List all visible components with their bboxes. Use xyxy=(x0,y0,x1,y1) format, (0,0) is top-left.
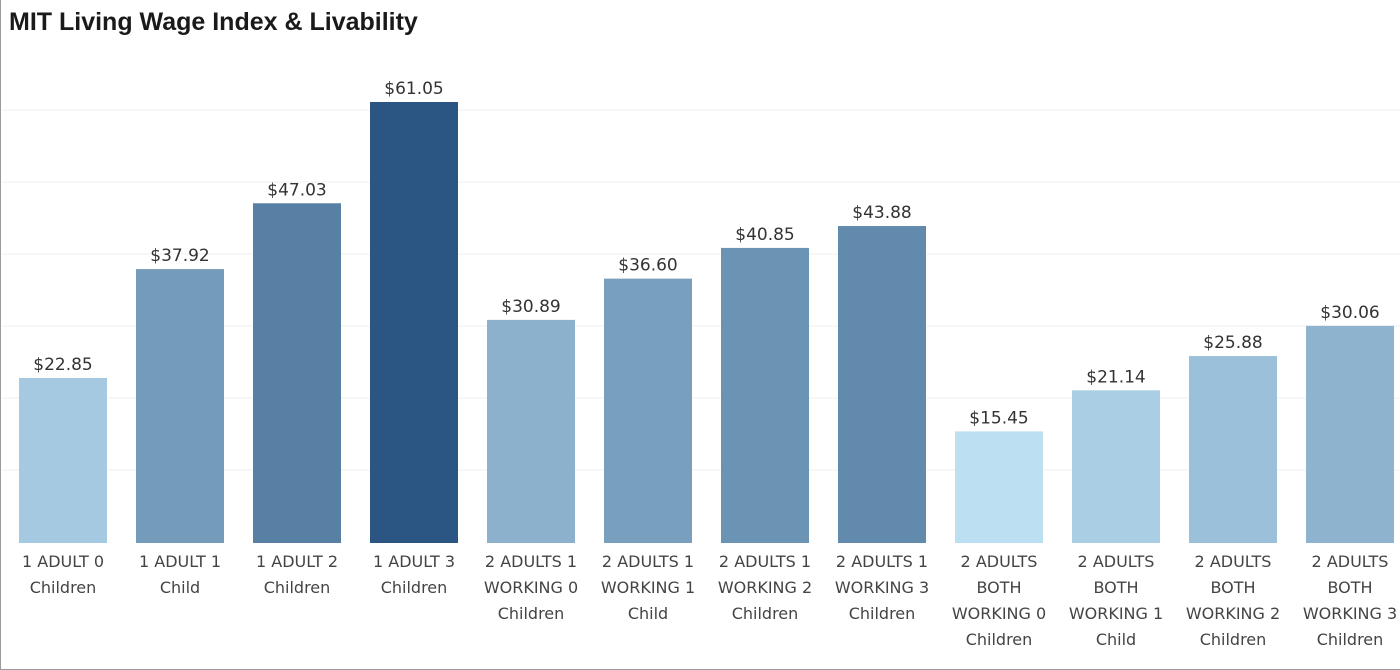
category-label-line: 2 ADULTS 1 xyxy=(836,552,928,571)
category-labels: 1 ADULT 0 Children 1 ADULT 1 Child 1 ADULT 2… xyxy=(22,552,1397,649)
category-label-line: 1 ADULT 1 xyxy=(139,552,221,571)
category-label-line: Children xyxy=(498,604,565,623)
value-label-3: $61.05 xyxy=(384,79,443,99)
category-label-line: 2 ADULTS 1 xyxy=(485,552,577,571)
category-label-line: Children xyxy=(381,578,448,597)
category-label-line: BOTH xyxy=(976,578,1021,597)
chart-title: MIT Living Wage Index & Livability xyxy=(9,8,418,36)
bar-4[interactable] xyxy=(487,319,575,543)
category-label-5: 2 ADULTS 1 WORKING 1 Child xyxy=(601,552,695,623)
category-label-line: BOTH xyxy=(1210,578,1255,597)
category-label-line: BOTH xyxy=(1093,578,1138,597)
category-label-line: WORKING 1 xyxy=(601,578,695,597)
value-label-7: $43.88 xyxy=(852,203,911,223)
category-label-6: 2 ADULTS 1 WORKING 2 Children xyxy=(718,552,812,623)
category-label-line: 2 ADULTS xyxy=(1312,552,1389,571)
bar-0[interactable] xyxy=(19,377,107,543)
category-label-line: 2 ADULTS xyxy=(961,552,1038,571)
bar-1[interactable] xyxy=(136,269,224,543)
value-label-0: $22.85 xyxy=(33,355,92,375)
category-label-line: Children xyxy=(732,604,799,623)
category-label-line: Children xyxy=(1200,630,1267,649)
category-label-line: WORKING 2 xyxy=(718,578,812,597)
category-label-line: WORKING 0 xyxy=(484,578,578,597)
bar-7[interactable] xyxy=(838,226,926,543)
gridlines xyxy=(2,109,1400,471)
category-label-line: WORKING 2 xyxy=(1186,604,1280,623)
category-label-9: 2 ADULTS BOTH WORKING 1 Child xyxy=(1069,552,1163,649)
category-label-8: 2 ADULTS BOTH WORKING 0 Children xyxy=(952,552,1046,649)
category-label-line: WORKING 0 xyxy=(952,604,1046,623)
value-label-9: $21.14 xyxy=(1086,367,1145,387)
category-label-7: 2 ADULTS 1 WORKING 3 Children xyxy=(835,552,929,623)
category-label-3: 1 ADULT 3 Children xyxy=(373,552,455,597)
category-label-line: Child xyxy=(1096,630,1136,649)
category-label-line: 1 ADULT 0 xyxy=(22,552,104,571)
category-label-line: 1 ADULT 3 xyxy=(373,552,455,571)
value-label-1: $37.92 xyxy=(150,246,209,266)
value-labels: $22.85 $37.92 $47.03 $61.05 $30.89 $36.60 $40.… xyxy=(33,79,1379,428)
category-label-2: 1 ADULT 2 Children xyxy=(256,552,338,597)
category-label-line: Children xyxy=(849,604,916,623)
bar-5[interactable] xyxy=(604,278,692,543)
category-label-line: Child xyxy=(628,604,668,623)
category-label-line: Children xyxy=(264,578,331,597)
value-label-10: $25.88 xyxy=(1203,333,1262,353)
bar-3[interactable] xyxy=(370,102,458,543)
value-label-11: $30.06 xyxy=(1320,303,1379,323)
category-label-11: 2 ADULTS BOTH WORKING 3 Children xyxy=(1303,552,1397,649)
category-label-4: 2 ADULTS 1 WORKING 0 Children xyxy=(484,552,578,623)
bar-9[interactable] xyxy=(1072,390,1160,543)
category-label-line: 2 ADULTS 1 xyxy=(602,552,694,571)
bars xyxy=(19,102,1394,544)
category-label-line: WORKING 3 xyxy=(835,578,929,597)
bar-11[interactable] xyxy=(1306,325,1394,543)
value-label-6: $40.85 xyxy=(735,225,794,245)
category-label-line: 2 ADULTS xyxy=(1195,552,1272,571)
bar-10[interactable] xyxy=(1189,356,1277,543)
value-label-4: $30.89 xyxy=(501,297,560,317)
category-label-line: 1 ADULT 2 xyxy=(256,552,338,571)
category-label-line: WORKING 3 xyxy=(1303,604,1397,623)
category-label-line: Child xyxy=(160,578,200,597)
category-label-line: Children xyxy=(30,578,97,597)
bar-6[interactable] xyxy=(721,247,809,544)
category-label-line: 2 ADULTS xyxy=(1078,552,1155,571)
category-label-line: 2 ADULTS 1 xyxy=(719,552,811,571)
category-label-10: 2 ADULTS BOTH WORKING 2 Children xyxy=(1186,552,1280,649)
category-label-line: Children xyxy=(1317,630,1384,649)
bar-8[interactable] xyxy=(955,431,1043,543)
category-label-1: 1 ADULT 1 Child xyxy=(139,552,221,597)
category-label-line: WORKING 1 xyxy=(1069,604,1163,623)
value-label-2: $47.03 xyxy=(267,180,326,200)
category-label-line: BOTH xyxy=(1327,578,1372,597)
value-label-8: $15.45 xyxy=(969,408,1028,428)
category-label-0: 1 ADULT 0 Children xyxy=(22,552,104,597)
value-label-5: $36.60 xyxy=(618,256,677,276)
category-label-line: Children xyxy=(966,630,1033,649)
bar-2[interactable] xyxy=(253,203,341,543)
